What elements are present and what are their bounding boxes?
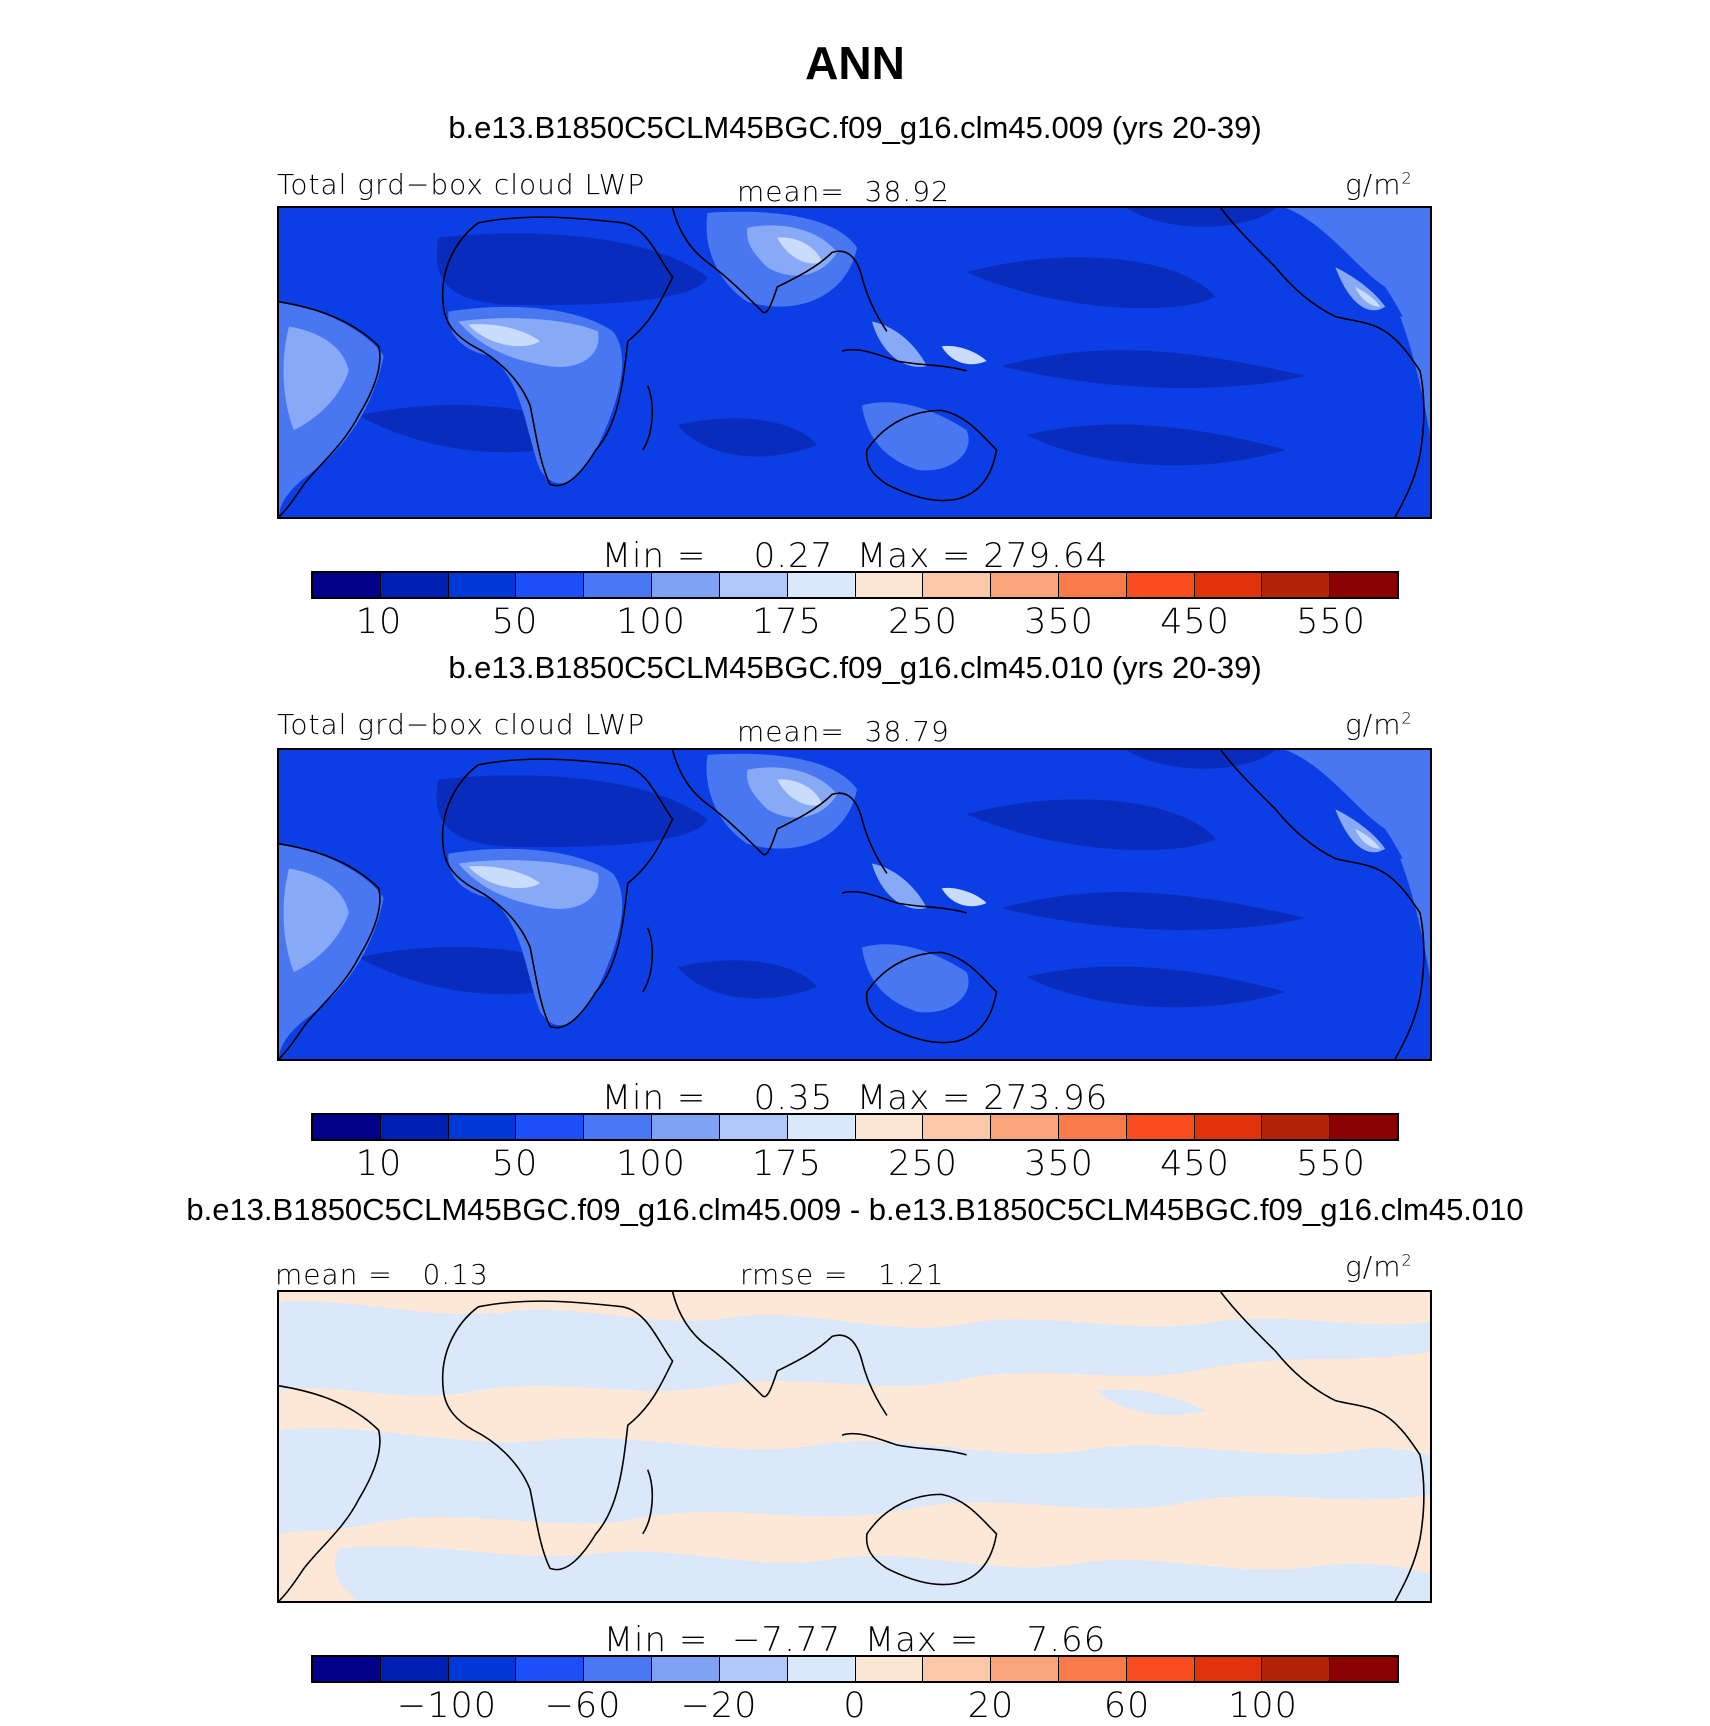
colorbar-3-tick-label: −100 [396,1686,498,1726]
colorbar-1-box-3 [448,573,517,597]
colorbar-3-tick-label: −60 [544,1686,622,1726]
colorbar-3-tick-label: 100 [1228,1686,1298,1726]
colorbar-1-box-10 [923,573,992,597]
colorbar-3-tick-label: 20 [967,1686,1015,1726]
colorbar-3-box-12 [1058,1657,1127,1681]
colorbar-3-box-5 [584,1657,653,1681]
colorbar-3-box-11 [991,1657,1059,1681]
colorbar-1-box-4 [516,573,585,597]
colorbar-1-box-12 [1058,573,1127,597]
colorbar-ticks-1: 10 50 100 175 250 350 450 550 [0,602,1710,642]
colorbar-2-box-8 [787,1115,856,1139]
colorbar-1-box-2 [380,573,449,597]
colorbar-2-box-7 [719,1115,788,1139]
colorbar-2-box-5 [584,1115,653,1139]
colorbar-2-box-16 [1330,1115,1397,1139]
minmax-label-1: Min = 0.27 Max = 279.64 [601,536,1109,576]
case-title-1: b.e13.B1850C5CLM45BGC.f09_g16.clm45.009 … [448,110,1262,145]
colorbar-2-box-13 [1126,1115,1195,1139]
colorbar-2-box-4 [516,1115,585,1139]
colorbar-1-box-13 [1126,573,1195,597]
colorbar-2 [311,1113,1399,1141]
unit-label-2: g/m2 [1345,708,1413,741]
colorbar-3-tick-label: −20 [680,1686,758,1726]
minmax-label-2: Min = 0.35 Max = 273.96 [601,1078,1109,1118]
minmax-label-3: Min = −7.77 Max = 7.66 [603,1620,1107,1660]
colorbar-3-box-7 [719,1657,788,1681]
colorbar-2-tick-label: 550 [1296,1144,1366,1184]
map-panel-3 [277,1290,1432,1603]
colorbar-1-box-1 [313,573,381,597]
colorbar-3-box-14 [1194,1657,1263,1681]
colorbar-1-tick-label: 450 [1160,602,1230,642]
colorbar-1-tick-label: 250 [888,602,958,642]
mean-label-1: mean= 38.92 [737,175,950,208]
variable-label-1: Total grd−box cloud LWP [277,168,646,201]
colorbar-1-box-16 [1330,573,1397,597]
mean-label-3: mean = 0.13 [275,1258,489,1291]
colorbar-2-tick-label: 100 [616,1144,686,1184]
colorbar-2-box-10 [923,1115,992,1139]
colorbar-2-tick-label: 250 [888,1144,958,1184]
colorbar-2-box-15 [1262,1115,1331,1139]
colorbar-2-tick-label: 175 [752,1144,822,1184]
colorbar-3-box-6 [652,1657,720,1681]
main-title: ANN [805,37,905,89]
colorbar-2-box-12 [1058,1115,1127,1139]
rmse-label-3: rmse = 1.21 [740,1258,945,1291]
colorbar-2-box-3 [448,1115,517,1139]
colorbar-1-box-6 [652,573,720,597]
colorbar-1-tick-label: 350 [1024,602,1094,642]
colorbar-3-box-3 [448,1657,517,1681]
colorbar-3-box-4 [516,1657,585,1681]
map-field-1 [279,208,1430,517]
colorbar-3-box-8 [787,1657,856,1681]
colorbar-1-tick-label: 10 [355,602,403,642]
colorbar-1-box-14 [1194,573,1263,597]
unit-label-3: g/m2 [1345,1250,1413,1283]
colorbar-ticks-3: −100 −60 −20 0 20 60 100 [0,1686,1710,1726]
colorbar-1-tick-label: 175 [752,602,822,642]
colorbar-1-box-15 [1262,573,1331,597]
colorbar-2-box-6 [652,1115,720,1139]
colorbar-1-box-9 [855,573,924,597]
colorbar-3-box-1 [313,1657,381,1681]
colorbar-3-box-9 [855,1657,924,1681]
colorbar-3-tick-label: 60 [1103,1686,1151,1726]
variable-label-2: Total grd−box cloud LWP [277,708,646,741]
colorbar-2-box-11 [991,1115,1059,1139]
colorbar-2-box-14 [1194,1115,1263,1139]
colorbar-1-box-7 [719,573,788,597]
map-field-3 [279,1292,1430,1601]
colorbar-3-box-10 [923,1657,992,1681]
colorbar-3-box-16 [1330,1657,1397,1681]
colorbar-1 [311,571,1399,599]
colorbar-2-box-1 [313,1115,381,1139]
colorbar-3-box-15 [1262,1657,1331,1681]
colorbar-3-tick-label: 0 [843,1686,867,1726]
colorbar-2-box-9 [855,1115,924,1139]
colorbar-2-box-2 [380,1115,449,1139]
colorbar-3 [311,1655,1399,1683]
colorbar-2-tick-label: 450 [1160,1144,1230,1184]
mean-label-2: mean= 38.79 [737,715,950,748]
case-title-2: b.e13.B1850C5CLM45BGC.f09_g16.clm45.010 … [448,650,1262,685]
colorbar-2-tick-label: 50 [491,1144,539,1184]
colorbar-ticks-2: 10 50 100 175 250 350 450 550 [0,1144,1710,1184]
unit-label-1: g/m2 [1345,168,1413,201]
colorbar-3-box-13 [1126,1657,1195,1681]
colorbar-1-tick-label: 100 [616,602,686,642]
case-title-3: b.e13.B1850C5CLM45BGC.f09_g16.clm45.009 … [186,1192,1524,1227]
map-panel-1 [277,206,1432,519]
colorbar-1-box-5 [584,573,653,597]
colorbar-2-tick-label: 10 [355,1144,403,1184]
colorbar-1-tick-label: 550 [1296,602,1366,642]
map-panel-2 [277,748,1432,1061]
colorbar-1-box-8 [787,573,856,597]
map-field-2 [279,750,1430,1059]
colorbar-3-box-2 [380,1657,449,1681]
colorbar-2-tick-label: 350 [1024,1144,1094,1184]
colorbar-1-tick-label: 50 [491,602,539,642]
colorbar-1-box-11 [991,573,1059,597]
